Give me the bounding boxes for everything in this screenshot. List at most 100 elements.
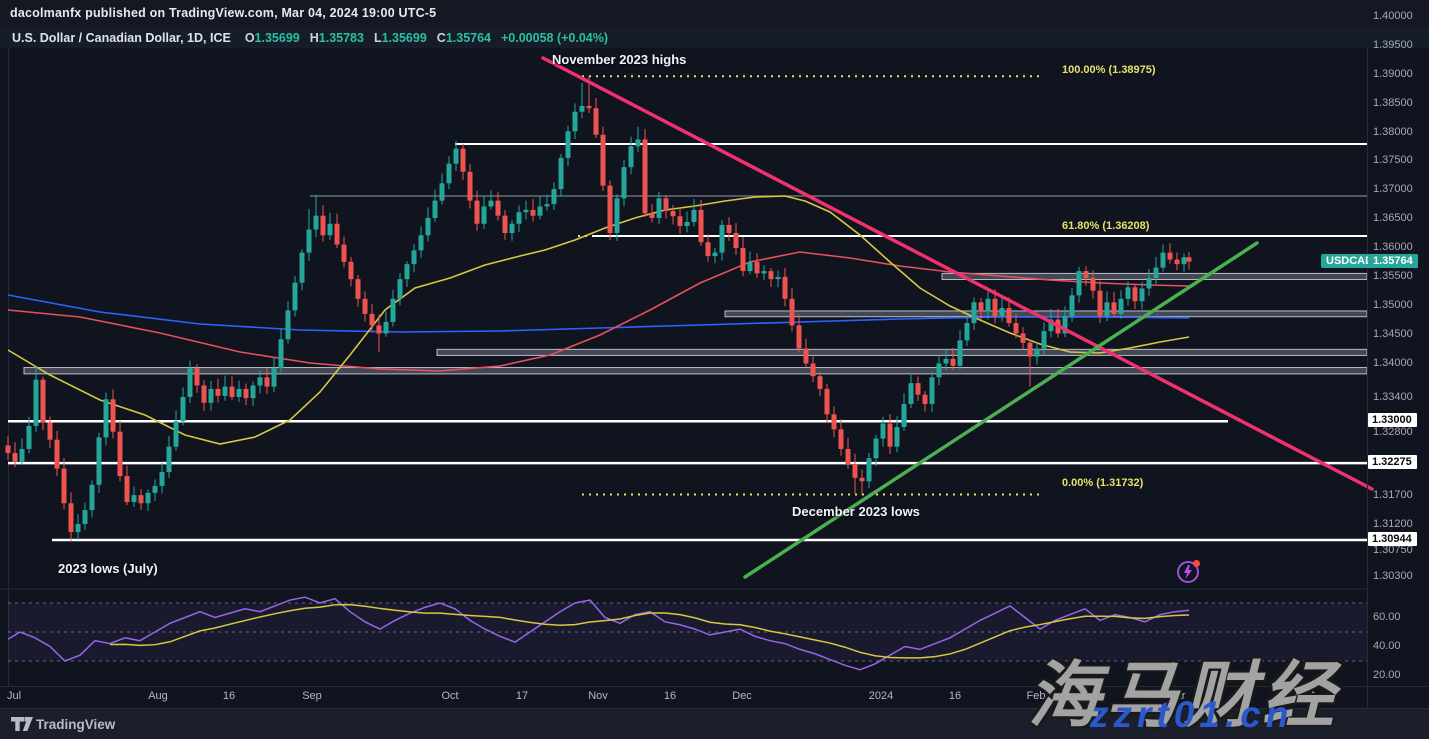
candle[interactable] (992, 298, 998, 317)
candle[interactable] (852, 463, 858, 478)
candle[interactable] (1006, 308, 1012, 324)
candle[interactable] (600, 134, 606, 186)
candle[interactable] (691, 209, 697, 223)
candle[interactable] (1013, 323, 1019, 334)
candle[interactable] (1146, 278, 1152, 289)
candle[interactable] (152, 485, 158, 493)
candle[interactable] (1174, 259, 1180, 265)
candle[interactable] (516, 212, 522, 224)
candle[interactable] (215, 388, 221, 396)
candle[interactable] (621, 167, 627, 199)
resistance-zone-2[interactable] (436, 348, 1368, 356)
candle[interactable] (467, 171, 473, 201)
candle[interactable] (754, 261, 760, 274)
candle[interactable] (82, 510, 88, 525)
candle[interactable] (187, 368, 193, 397)
candle[interactable] (369, 313, 375, 326)
candle[interactable] (341, 244, 347, 262)
candle[interactable] (558, 157, 564, 190)
candle[interactable] (334, 223, 340, 245)
candle[interactable] (880, 423, 886, 439)
candle[interactable] (495, 200, 501, 216)
candle[interactable] (33, 379, 39, 426)
symbol-title[interactable]: U.S. Dollar / Canadian Dollar, 1D, ICE (12, 30, 231, 45)
candle[interactable] (565, 131, 571, 158)
candle[interactable] (1034, 348, 1040, 357)
candle[interactable] (313, 215, 319, 230)
annotation-july-lows[interactable]: 2023 lows (July) (58, 561, 158, 576)
candle[interactable] (264, 377, 270, 387)
candle[interactable] (1153, 267, 1159, 279)
tradingview-logo-icon[interactable] (11, 717, 33, 731)
candle[interactable] (327, 223, 333, 236)
candle[interactable] (320, 215, 326, 236)
candle[interactable] (831, 414, 837, 430)
uptrend-from-december-lows[interactable] (743, 241, 1259, 579)
candle[interactable] (453, 148, 459, 164)
candle[interactable] (138, 495, 144, 504)
candle[interactable] (1118, 298, 1124, 314)
candle[interactable] (222, 386, 228, 396)
candle[interactable] (509, 223, 515, 233)
candle[interactable] (803, 348, 809, 364)
candle[interactable] (901, 403, 907, 428)
candle[interactable] (376, 325, 382, 334)
candle[interactable] (971, 302, 977, 324)
candle[interactable] (908, 383, 914, 404)
candle[interactable] (768, 271, 774, 280)
ma-slow-blue[interactable] (7, 294, 1190, 333)
candle[interactable] (523, 209, 529, 213)
candle[interactable] (1083, 271, 1089, 279)
fib-label-0[interactable]: 0.00% (1.31732) (1062, 477, 1144, 489)
candle[interactable] (47, 422, 53, 440)
candle[interactable] (586, 105, 592, 109)
candle[interactable] (19, 448, 25, 462)
candle[interactable] (810, 363, 816, 377)
candle[interactable] (824, 388, 830, 415)
candle[interactable] (1186, 257, 1192, 262)
candle[interactable] (229, 386, 235, 397)
candle[interactable] (1076, 271, 1082, 296)
candle[interactable] (1125, 287, 1131, 299)
candle[interactable] (789, 298, 795, 326)
candle[interactable] (572, 111, 578, 132)
candle[interactable] (614, 198, 620, 233)
candle[interactable] (299, 252, 305, 283)
candle[interactable] (845, 448, 851, 464)
candle[interactable] (670, 211, 676, 217)
candle[interactable] (1020, 333, 1026, 343)
candle[interactable] (922, 394, 928, 404)
candle[interactable] (635, 139, 641, 147)
publish-flash-icon[interactable] (1177, 560, 1200, 583)
candle[interactable] (236, 388, 242, 397)
candle[interactable] (649, 213, 655, 218)
candle[interactable] (257, 377, 263, 386)
candle[interactable] (887, 423, 893, 447)
candle[interactable] (306, 229, 312, 253)
candle[interactable] (362, 298, 368, 314)
candle[interactable] (740, 248, 746, 272)
candle[interactable] (89, 484, 95, 511)
candle[interactable] (943, 358, 949, 364)
candle[interactable] (642, 139, 648, 214)
candle[interactable] (26, 425, 32, 449)
candle[interactable] (593, 108, 599, 135)
candle[interactable] (1027, 342, 1033, 357)
candle[interactable] (929, 377, 935, 404)
candle[interactable] (446, 163, 452, 184)
candle[interactable] (537, 206, 543, 216)
annotation-december-lows[interactable]: December 2023 lows (792, 504, 920, 519)
ma-mid-red[interactable] (7, 251, 1190, 372)
candle[interactable] (579, 105, 585, 112)
candle[interactable] (390, 298, 396, 322)
candle[interactable] (418, 235, 424, 251)
candle[interactable] (1090, 278, 1096, 291)
candle[interactable] (915, 383, 921, 395)
candle[interactable] (1132, 287, 1138, 302)
fib-label-618[interactable]: 61.80% (1.36208) (1062, 220, 1150, 232)
candle[interactable] (194, 368, 200, 386)
candle[interactable] (530, 209, 536, 216)
downtrend-from-november-highs[interactable] (541, 56, 1374, 491)
candle[interactable] (684, 222, 690, 227)
